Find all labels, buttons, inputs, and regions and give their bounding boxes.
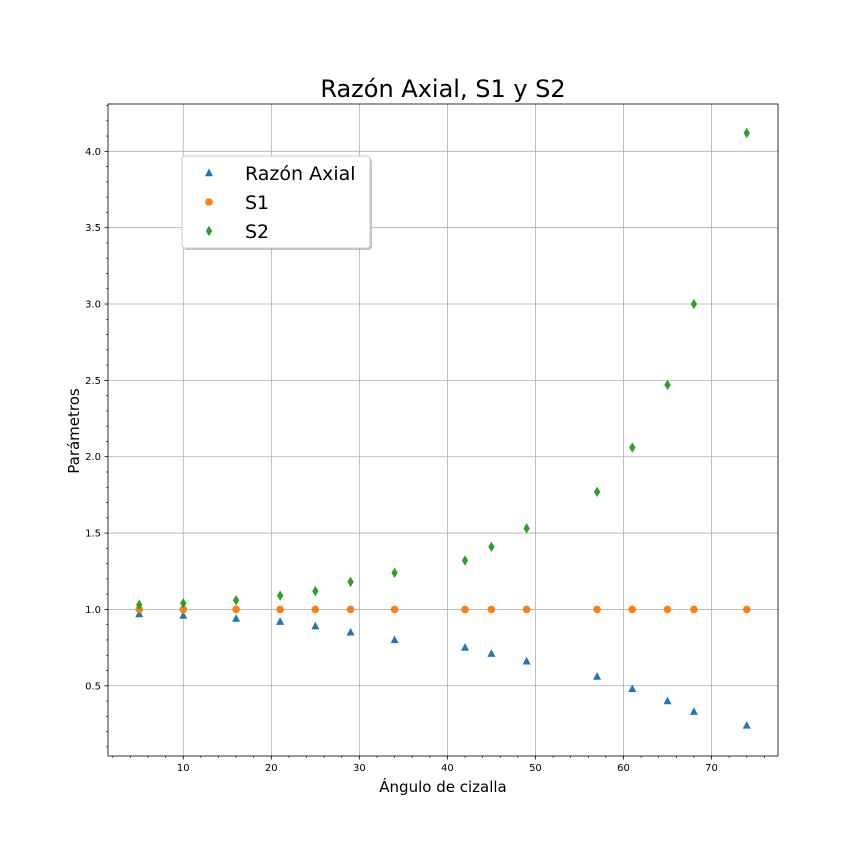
data-point <box>311 621 320 630</box>
data-point <box>461 605 469 614</box>
series-3 <box>136 127 750 611</box>
data-point <box>629 442 636 453</box>
legend-label: S1 <box>245 192 269 214</box>
legend-marker <box>205 225 213 237</box>
series-2 <box>135 605 751 614</box>
data-point <box>346 605 355 614</box>
data-point <box>135 609 144 618</box>
data-point <box>276 605 284 614</box>
series-1 <box>135 609 751 729</box>
x-tick-label: 30 <box>353 763 366 774</box>
data-point <box>487 649 496 657</box>
data-point <box>179 605 188 614</box>
legend-box <box>181 155 371 249</box>
data-point <box>136 599 143 611</box>
x-tick-label: 20 <box>265 763 278 774</box>
x-tick-label: 70 <box>705 763 718 774</box>
data-point <box>232 614 241 622</box>
data-point <box>180 598 187 609</box>
y-tick-label: 3.0 <box>85 300 101 311</box>
y-tick-label: 0.5 <box>85 681 101 692</box>
legend-marker <box>205 198 213 206</box>
data-point <box>232 595 240 606</box>
legend-label: S2 <box>245 221 269 243</box>
x-tick-label: 60 <box>617 763 630 774</box>
data-point <box>742 605 751 614</box>
x-axis-label: Ángulo de cizalla <box>379 777 506 796</box>
legend-label: Razón Axial <box>245 163 356 185</box>
data-point <box>663 605 672 614</box>
data-point <box>742 720 751 729</box>
data-point <box>522 605 531 614</box>
x-tick-label: 10 <box>177 763 190 774</box>
data-point <box>664 379 671 391</box>
data-point <box>390 605 399 614</box>
data-point <box>312 585 319 597</box>
data-point <box>488 541 495 553</box>
data-point <box>689 707 698 715</box>
y-tick-label: 1.5 <box>85 529 101 540</box>
y-tick-label: 2.5 <box>85 376 101 387</box>
data-point <box>461 555 469 566</box>
data-point <box>347 576 354 588</box>
data-point <box>346 627 355 636</box>
y-axis-label: Parámetros <box>65 388 83 474</box>
legend-marker <box>205 168 213 177</box>
chart-title: Razón Axial, S1 y S2 <box>320 75 565 103</box>
y-tick-label: 2.0 <box>85 452 101 463</box>
data-point <box>593 605 601 614</box>
data-point <box>593 486 601 498</box>
data-point <box>522 656 531 665</box>
x-tick-label: 50 <box>529 763 542 774</box>
data-point <box>232 605 240 614</box>
data-point <box>487 605 496 614</box>
data-point <box>391 567 398 578</box>
data-point <box>461 643 470 651</box>
data-point <box>276 590 284 601</box>
data-point <box>276 617 285 625</box>
y-tick-label: 4.0 <box>85 147 101 158</box>
data-point <box>390 635 399 644</box>
data-point <box>523 523 530 534</box>
data-point <box>690 605 698 614</box>
data-point <box>628 605 637 614</box>
y-tick-label: 1.0 <box>85 605 101 616</box>
data-point <box>628 684 637 693</box>
data-point <box>743 127 750 139</box>
data-point <box>311 605 320 614</box>
plot-area: 10 20 30 40 50 60 70 0.5 1.0 1.5 2.0 2.5 3.0 3.5 4.0 <box>85 103 779 774</box>
data-point <box>690 298 698 310</box>
legend: Razón Axial S1 S2 <box>181 155 372 250</box>
data-point <box>179 611 188 619</box>
x-tick-label: 40 <box>441 763 454 774</box>
y-tick-label: 3.5 <box>85 223 101 234</box>
axes-frame <box>107 103 779 757</box>
data-point <box>593 672 602 680</box>
data-point <box>663 696 672 705</box>
